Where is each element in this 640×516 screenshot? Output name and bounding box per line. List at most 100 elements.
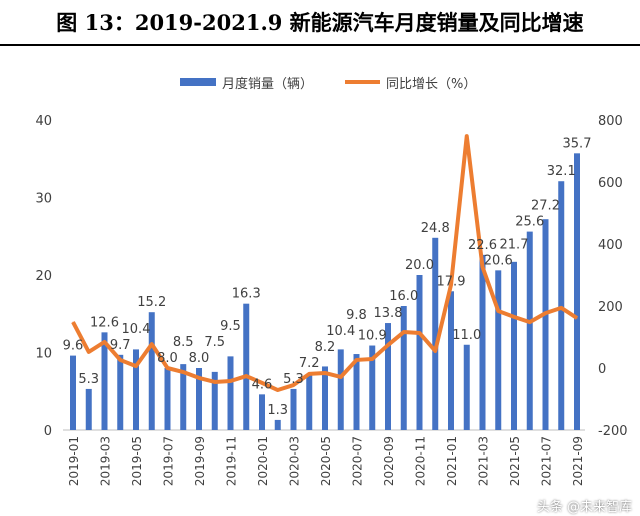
watermark: 头条 @未来智库 (536, 500, 632, 515)
bar-data-label: 9.8 (346, 308, 367, 323)
bar (164, 368, 171, 430)
growth-point (371, 358, 373, 360)
growth-point (497, 310, 499, 312)
bar (211, 371, 218, 430)
bar (259, 394, 265, 430)
growth-point (119, 359, 121, 361)
bar (274, 419, 281, 430)
bar-data-label: 8.0 (157, 351, 178, 366)
growth-point (450, 284, 452, 286)
bar-data-label: 11.0 (452, 328, 481, 343)
legend-line-label: 同比增长（%） (386, 77, 476, 92)
bar (511, 261, 517, 430)
growth-point (324, 372, 326, 374)
bar-data-label: 7.5 (204, 335, 225, 350)
growth-point (230, 380, 231, 382)
x-tick-label: 2020-05 (319, 436, 333, 486)
growth-point (151, 343, 153, 345)
bar-data-label: 16.3 (232, 287, 261, 302)
right-tick-label: -200 (598, 424, 628, 439)
x-tick-label: 2021-07 (540, 436, 554, 486)
bar (196, 368, 202, 430)
bar-data-label: 5.3 (283, 372, 304, 387)
bar-data-label: 16.0 (389, 289, 418, 304)
bar (432, 237, 439, 430)
left-tick-label: 0 (44, 424, 52, 439)
bar (117, 354, 124, 430)
growth-point (88, 351, 90, 353)
bar (306, 374, 313, 430)
growth-point (277, 389, 279, 391)
growth-point (293, 384, 294, 386)
growth-point (419, 332, 420, 334)
x-tick-label: 2019-07 (162, 436, 176, 486)
growth-point (104, 341, 105, 343)
bar (148, 312, 155, 430)
left-tick-label: 30 (35, 192, 52, 207)
bar-data-label: 7.2 (299, 356, 320, 371)
left-tick-label: 20 (35, 269, 52, 284)
bar-data-label: 8.2 (315, 340, 336, 355)
bar-data-label: 4.6 (252, 377, 273, 392)
bar-data-label: 1.3 (267, 403, 288, 418)
right-tick-label: 600 (598, 176, 623, 191)
bar (448, 291, 454, 430)
bar (133, 349, 139, 430)
bar (463, 344, 470, 430)
x-tick-label: 2019-05 (130, 436, 144, 486)
bar (85, 388, 92, 430)
bar-data-label: 8.0 (189, 351, 210, 366)
left-tick-label: 10 (35, 347, 52, 362)
bar (526, 231, 533, 430)
bar-data-label: 8.5 (173, 335, 194, 350)
growth-point (482, 266, 483, 268)
left-tick-label: 40 (35, 114, 52, 129)
bar (337, 349, 344, 430)
right-tick-label: 400 (598, 238, 623, 253)
growth-point (403, 331, 405, 333)
x-tick-label: 2020-11 (414, 436, 428, 486)
bar (479, 254, 486, 430)
legend-bar-label: 月度销量（辆） (222, 76, 313, 92)
bar (400, 306, 407, 430)
bar-data-label: 9.5 (220, 319, 241, 334)
bar-data-label: 5.3 (78, 372, 99, 387)
bar-data-label: 32.1 (547, 164, 576, 179)
x-tick-label: 2021-01 (445, 436, 459, 486)
bar-data-label: 17.9 (437, 274, 466, 289)
bar (180, 364, 187, 430)
bar-data-label: 13.8 (374, 306, 403, 321)
x-tick-label: 2021-09 (571, 436, 585, 486)
x-tick-label: 2019-09 (193, 436, 207, 486)
bar-data-label: 10.4 (326, 324, 355, 339)
right-tick-label: 200 (598, 300, 623, 315)
right-tick-label: 800 (598, 114, 623, 129)
bar-data-label: 20.0 (405, 258, 434, 273)
growth-point (545, 312, 546, 314)
growth-point (340, 376, 342, 378)
x-tick-label: 2020-03 (288, 436, 302, 486)
bar (101, 332, 108, 430)
growth-point (560, 307, 562, 309)
bar (322, 366, 328, 430)
growth-point (434, 350, 436, 352)
bar-data-label: 25.6 (515, 215, 544, 230)
bar-data-label: 10.4 (122, 322, 151, 337)
growth-point (245, 375, 247, 377)
bar (70, 355, 76, 430)
bar (542, 219, 549, 430)
growth-point (466, 135, 468, 137)
bar-data-label: 9.6 (63, 339, 84, 354)
chart-title: 图 13：2019-2021.9 新能源汽车月度销量及同比增速 (0, 0, 640, 46)
bar-data-label: 12.6 (90, 315, 119, 330)
growth-point (513, 316, 515, 318)
growth-point (135, 365, 137, 367)
growth-point (387, 344, 389, 346)
bar-data-label: 20.6 (484, 253, 513, 268)
bar (574, 153, 580, 430)
bar (558, 181, 565, 430)
growth-point (182, 371, 184, 373)
growth-point (72, 321, 74, 323)
bar (495, 270, 502, 430)
